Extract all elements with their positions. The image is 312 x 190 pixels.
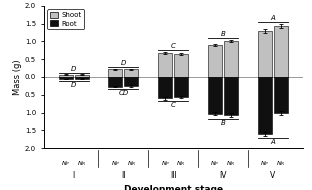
Text: A: A [271,139,275,145]
Text: $N_P$: $N_P$ [111,160,120,169]
Text: II: II [121,171,126,180]
Bar [75,77,89,79]
Text: $N_R$: $N_R$ [77,160,86,169]
Text: $N_P$: $N_P$ [210,160,220,169]
Text: I: I [72,171,75,180]
Bar [224,41,238,77]
Text: $N_P$: $N_P$ [161,160,170,169]
Bar [124,69,138,77]
Bar [75,75,89,77]
Bar [109,77,122,87]
Text: $N_R$: $N_R$ [276,160,285,169]
Text: V: V [270,171,275,180]
Bar [208,45,222,77]
Bar [224,77,238,116]
Text: D: D [71,82,76,88]
Bar [59,75,73,77]
Bar [174,54,188,77]
Text: $N_R$: $N_R$ [177,160,186,169]
Text: B: B [221,31,225,37]
Text: A: A [271,15,275,21]
Bar [258,31,272,77]
Text: IV: IV [219,171,227,180]
Bar [158,53,172,77]
Text: B: B [221,120,225,126]
Bar [258,77,272,134]
Text: $N_R$: $N_R$ [127,160,136,169]
Bar [174,77,188,97]
Text: C: C [171,43,176,49]
Bar [59,77,73,79]
Y-axis label: Mass (g): Mass (g) [13,59,22,95]
Text: C: C [171,102,176,108]
Text: $N_P$: $N_P$ [260,160,270,169]
Bar [109,70,122,77]
Text: D: D [71,66,76,72]
Bar [158,77,172,98]
Text: CD: CD [118,90,129,96]
Bar [274,77,288,113]
Bar [124,77,138,86]
Text: III: III [170,171,177,180]
Text: Development stage: Development stage [124,185,223,190]
Bar [274,26,288,77]
Bar [208,77,222,114]
Text: D: D [121,60,126,66]
Text: $N_R$: $N_R$ [226,160,236,169]
Legend: Shoot, Root: Shoot, Root [47,9,84,29]
Text: $N_P$: $N_P$ [61,160,70,169]
